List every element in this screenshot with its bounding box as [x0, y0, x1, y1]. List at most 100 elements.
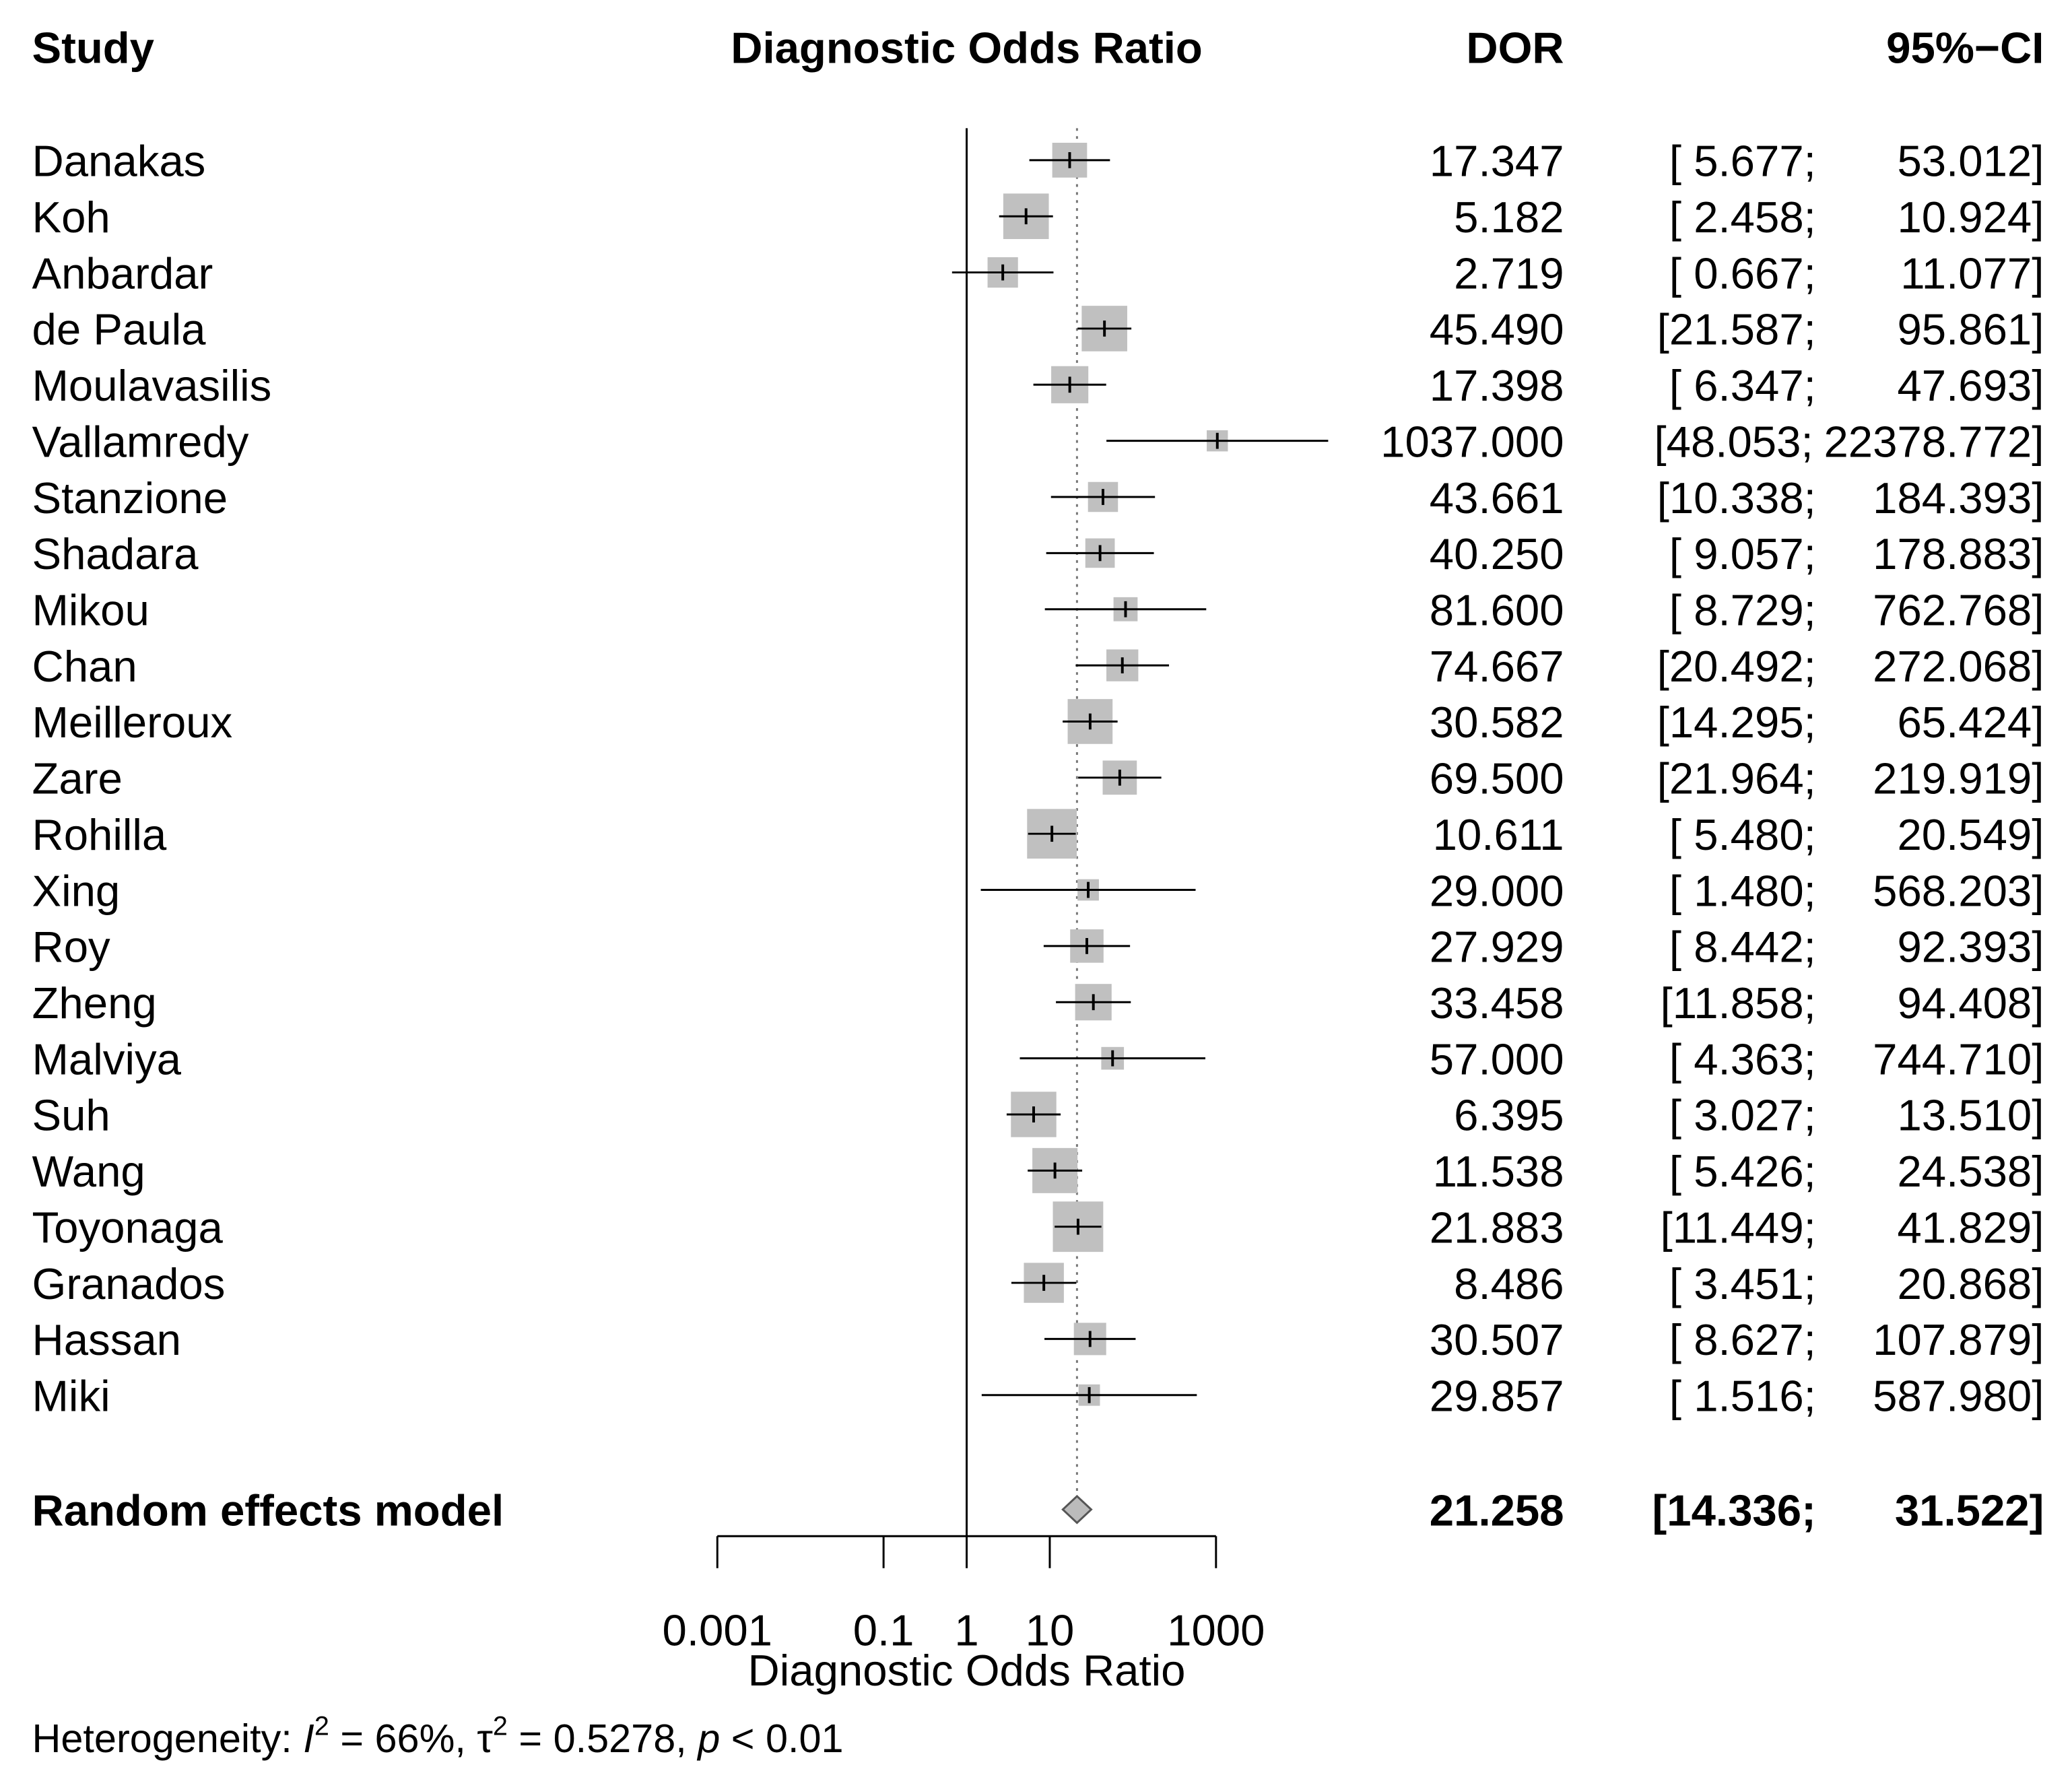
study-name: Zheng [32, 978, 157, 1028]
ci-lower-label: [11.858; [1661, 978, 1816, 1028]
ci-upper-label: 10.924] [1897, 193, 2044, 242]
dor-label: 6.395 [1454, 1091, 1564, 1140]
ci-upper-label: 65.424] [1897, 698, 2044, 747]
dor-label: 17.347 [1430, 137, 1564, 186]
study-name: Suh [32, 1091, 110, 1140]
pooled-diamond [1061, 1494, 1093, 1525]
ci-lower-label: [ 2.458; [1669, 193, 1816, 242]
dor-label: 17.398 [1430, 361, 1564, 410]
dor-label: 81.600 [1430, 585, 1564, 634]
pooled-ci-lower: [14.336; [1652, 1485, 1816, 1535]
dor-label: 29.857 [1430, 1372, 1564, 1421]
ci-lower-label: [21.964; [1657, 754, 1816, 803]
ci-lower-label: [11.449; [1661, 1203, 1816, 1252]
x-axis-label: Diagnostic Odds Ratio [748, 1646, 1186, 1695]
dor-label: 30.582 [1430, 698, 1564, 747]
ci-lower-label: [14.295; [1657, 698, 1816, 747]
pooled-ci-upper: 31.522] [1895, 1485, 2044, 1535]
ci-upper-label: 272.068] [1873, 642, 2044, 691]
ci-lower-label: [ 4.363; [1669, 1034, 1816, 1083]
ci-lower-label: [ 5.480; [1669, 810, 1816, 859]
study-name: Danakas [32, 137, 206, 186]
dor-label: 40.250 [1430, 529, 1564, 578]
ci-lower-label: [ 5.677; [1669, 137, 1816, 186]
dor-label: 1037.000 [1380, 417, 1564, 466]
dor-label: 43.661 [1430, 473, 1564, 523]
ci-upper-label: 11.077] [1900, 248, 2044, 298]
heterogeneity: Heterogeneity: I2 = 66%, τ2 = 0.5278, p … [32, 1711, 844, 1761]
ci-upper-label: 22378.772] [1824, 417, 2044, 466]
ci-upper-label: 20.868] [1897, 1259, 2044, 1308]
ci-upper-label: 94.408] [1897, 978, 2044, 1028]
ci-upper-label: 744.710] [1873, 1034, 2044, 1083]
study-name: Meilleroux [32, 698, 233, 747]
ci-upper-label: 13.510] [1897, 1091, 2044, 1140]
header-study: Study [32, 23, 154, 72]
het-text: = 66%, [329, 1716, 477, 1761]
study-name: Rohilla [32, 810, 167, 859]
ci-lower-label: [ 1.516; [1669, 1372, 1816, 1421]
ci-upper-label: 47.693] [1897, 361, 2044, 410]
dor-label: 10.611 [1433, 810, 1564, 859]
ci-lower-label: [21.587; [1657, 305, 1816, 354]
dor-label: 29.000 [1430, 866, 1564, 915]
x-tick-label: 1 [954, 1606, 978, 1655]
ci-upper-label: 95.861] [1897, 305, 2044, 354]
study-name: Toyonaga [32, 1203, 224, 1252]
dor-label: 5.182 [1454, 193, 1564, 242]
study-name: Zare [32, 754, 123, 803]
x-tick-label: 10 [1026, 1606, 1075, 1655]
het-sup: 2 [314, 1711, 329, 1741]
ci-upper-label: 24.538] [1897, 1147, 2044, 1196]
pooled-dor: 21.258 [1430, 1485, 1564, 1535]
het-text: = 0.5278, [508, 1716, 698, 1761]
ci-lower-label: [ 8.729; [1669, 585, 1816, 634]
study-name: Malviya [32, 1034, 182, 1083]
ci-upper-label: 53.012] [1897, 137, 2044, 186]
dor-label: 57.000 [1430, 1034, 1564, 1083]
ci-lower-label: [ 9.057; [1669, 529, 1816, 578]
ci-upper-label: 92.393] [1897, 923, 2044, 972]
dor-label: 33.458 [1430, 978, 1564, 1028]
study-name: Chan [32, 642, 137, 691]
ci-lower-label: [ 0.667; [1669, 248, 1816, 298]
x-tick-label: 0.001 [663, 1606, 772, 1655]
ci-upper-label: 762.768] [1873, 585, 2044, 634]
ci-upper-label: 107.879] [1873, 1315, 2044, 1364]
het-text: τ [477, 1716, 492, 1761]
study-name: Vallamredy [32, 417, 249, 466]
study-name: Xing [32, 866, 121, 915]
x-tick-label: 0.1 [853, 1606, 914, 1655]
het-text: p [696, 1716, 720, 1761]
dor-label: 74.667 [1430, 642, 1564, 691]
study-name: Anbardar [32, 248, 213, 298]
ci-upper-label: 587.980] [1873, 1372, 2044, 1421]
study-name: Moulavasilis [32, 361, 272, 410]
het-text: Heterogeneity: [32, 1716, 304, 1761]
het-text: < 0.01 [720, 1716, 843, 1761]
ci-lower-label: [48.053; [1654, 417, 1813, 466]
het-sup: 2 [493, 1711, 508, 1741]
ci-lower-label: [10.338; [1657, 473, 1816, 523]
study-name: Mikou [32, 585, 149, 634]
het-text: I [303, 1716, 314, 1761]
dor-label: 69.500 [1430, 754, 1564, 803]
ci-lower-label: [ 3.027; [1669, 1091, 1816, 1140]
header-estimate: DOR [1466, 23, 1564, 72]
header-ci: 95%−CI [1886, 23, 2044, 72]
ci-lower-label: [20.492; [1657, 642, 1816, 691]
study-name: Shadara [32, 529, 199, 578]
x-tick-label: 1000 [1167, 1606, 1265, 1655]
study-name: Stanzione [32, 473, 228, 523]
study-name: Wang [32, 1147, 145, 1196]
ci-upper-label: 41.829] [1897, 1203, 2044, 1252]
ci-upper-label: 219.919] [1873, 754, 2044, 803]
ci-upper-label: 184.393] [1873, 473, 2044, 523]
dor-label: 27.929 [1430, 923, 1564, 972]
ci-lower-label: [ 3.451; [1669, 1259, 1816, 1308]
pooled-name: Random effects model [32, 1485, 504, 1535]
ci-lower-label: [ 8.442; [1669, 923, 1816, 972]
